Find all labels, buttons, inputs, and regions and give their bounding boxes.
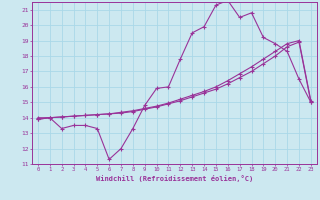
X-axis label: Windchill (Refroidissement éolien,°C): Windchill (Refroidissement éolien,°C) — [96, 175, 253, 182]
